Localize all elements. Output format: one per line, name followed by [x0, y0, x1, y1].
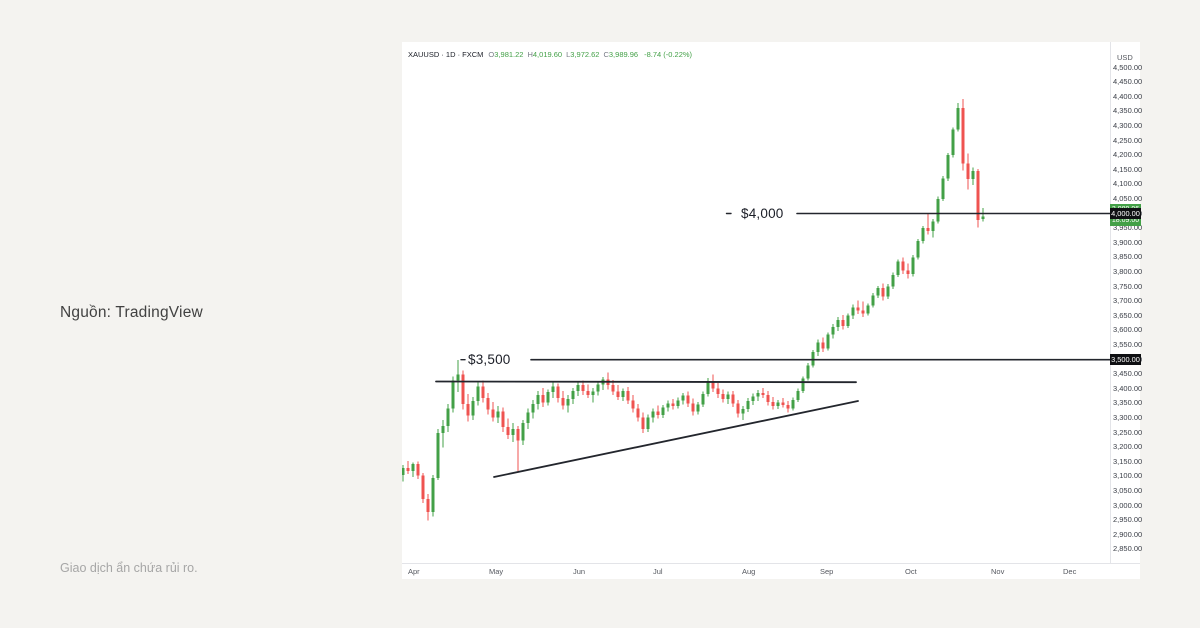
price-tick: 3,600.00 — [1113, 325, 1143, 335]
price-tick: 3,400.00 — [1113, 383, 1143, 393]
price-tick: 4,350.00 — [1113, 106, 1143, 116]
price-tick: 3,850.00 — [1113, 252, 1143, 262]
tradingview-chart-panel — [402, 42, 1140, 579]
price-tick: 4,200.00 — [1113, 150, 1143, 160]
price-tick: 2,900.00 — [1113, 529, 1143, 539]
risk-disclaimer: Giao dịch ẩn chứa rủi ro. — [60, 561, 198, 575]
candles — [402, 99, 985, 521]
price-line-label-4000[interactable]: $4,000 — [741, 206, 784, 221]
trend-lines[interactable] — [435, 212, 1110, 478]
price-tick: 3,350.00 — [1113, 398, 1143, 408]
time-tick-may: May — [489, 567, 504, 576]
price-tick: 3,800.00 — [1113, 266, 1143, 276]
time-tick-nov: Nov — [991, 567, 1005, 576]
price-tick: 4,300.00 — [1113, 120, 1143, 130]
price-tick: 2,950.00 — [1113, 515, 1143, 525]
chart-legend[interactable]: XAUUSD · 1D · FXCM O3,981.22 H4,019.60 L3,9… — [408, 50, 692, 59]
time-axis-separator — [402, 563, 1140, 564]
price-axis-separator — [1110, 42, 1111, 563]
price-tick: 3,150.00 — [1113, 456, 1143, 466]
price-tick: 3,650.00 — [1113, 310, 1143, 320]
ohlc-high: H4,019.60 — [527, 50, 563, 59]
price-line-label-3500[interactable]: $3,500 — [468, 352, 511, 367]
price-tick: 3,250.00 — [1113, 427, 1143, 437]
price-tick: 4,050.00 — [1113, 193, 1143, 203]
price-tick: 3,000.00 — [1113, 500, 1143, 510]
time-tick-apr: Apr — [408, 567, 420, 576]
symbol-title[interactable]: XAUUSD · 1D · FXCM — [408, 50, 484, 59]
price-tick: 3,450.00 — [1113, 369, 1143, 379]
price-tick: 2,850.00 — [1113, 544, 1143, 554]
ohlc-low: L3,972.62 — [566, 50, 600, 59]
price-tick: 3,700.00 — [1113, 296, 1143, 306]
ohlc-open: O3,981.22 — [488, 50, 524, 59]
price-tick: 4,400.00 — [1113, 91, 1143, 101]
candlestick-plot[interactable] — [402, 42, 1110, 563]
price-tick: 4,100.00 — [1113, 179, 1143, 189]
price-tick: 3,550.00 — [1113, 339, 1143, 349]
source-caption: Nguồn: TradingView — [60, 304, 203, 321]
bar-countdown: 18:09:00 — [1111, 217, 1140, 225]
time-tick-jun: Jun — [573, 567, 586, 576]
axis-label-4000: 4,000.00 — [1110, 207, 1141, 219]
price-tick: 3,900.00 — [1113, 237, 1143, 247]
time-tick-aug: Aug — [742, 567, 756, 576]
change-value: -8.74 (-0.22%) — [644, 50, 693, 59]
axis-label-3500: 3,500.00 — [1110, 353, 1141, 365]
price-tick: 3,200.00 — [1113, 442, 1143, 452]
price-tick: 4,150.00 — [1113, 164, 1143, 174]
price-tick: 3,100.00 — [1113, 471, 1143, 481]
time-tick-oct: Oct — [905, 567, 917, 576]
time-tick-dec: Dec — [1063, 567, 1077, 576]
price-tick: 4,450.00 — [1113, 77, 1143, 87]
time-tick-sep: Sep — [820, 567, 834, 576]
ohlc-close: C3,989.96 — [603, 50, 639, 59]
price-tick: 4,250.00 — [1113, 135, 1143, 145]
price-tick: 3,300.00 — [1113, 412, 1143, 422]
price-tick: 4,500.00 — [1113, 62, 1143, 72]
currency-unit: USD — [1117, 53, 1133, 62]
price-tick: 3,050.00 — [1113, 485, 1143, 495]
price-tick: 3,950.00 — [1113, 223, 1143, 233]
time-tick-jul: Jul — [653, 567, 663, 576]
price-tick: 3,750.00 — [1113, 281, 1143, 291]
